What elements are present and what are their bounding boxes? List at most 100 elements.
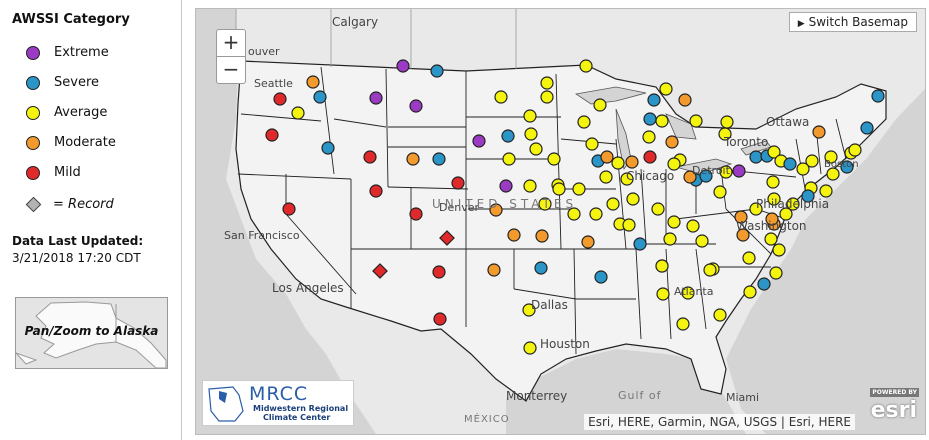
station-marker-average[interactable]	[494, 90, 508, 104]
station-marker-mild[interactable]	[409, 207, 423, 221]
station-marker-moderate[interactable]	[489, 203, 503, 217]
station-marker-severe[interactable]	[643, 112, 657, 126]
station-marker-severe[interactable]	[430, 64, 444, 78]
station-marker-moderate[interactable]	[306, 75, 320, 89]
station-marker-average[interactable]	[766, 175, 780, 189]
station-marker-mild[interactable]	[273, 92, 287, 106]
station-marker-average[interactable]	[713, 185, 727, 199]
station-marker-moderate[interactable]	[812, 125, 826, 139]
station-marker-average[interactable]	[720, 115, 734, 129]
station-marker-severe[interactable]	[757, 277, 771, 291]
station-marker-severe[interactable]	[783, 157, 797, 171]
station-marker-average[interactable]	[686, 219, 700, 233]
station-marker-moderate[interactable]	[765, 212, 779, 226]
station-marker-average[interactable]	[523, 109, 537, 123]
station-marker-mild[interactable]	[363, 150, 377, 164]
station-marker-average[interactable]	[599, 170, 613, 184]
station-marker-severe[interactable]	[860, 121, 874, 135]
map-view[interactable]: Calgary ouver Seattle Ottawa Toronto Bos…	[195, 8, 926, 435]
station-marker-severe[interactable]	[647, 93, 661, 107]
station-marker-severe[interactable]	[699, 169, 713, 183]
station-marker-moderate[interactable]	[734, 210, 748, 224]
mrcc-logo[interactable]: MRCC Midwestern Regional Climate Center	[202, 380, 354, 426]
station-marker-mild[interactable]	[451, 176, 465, 190]
station-marker-average[interactable]	[567, 207, 581, 221]
station-marker-average[interactable]	[676, 317, 690, 331]
zoom-in-button[interactable]: +	[216, 29, 246, 57]
station-marker-average[interactable]	[502, 152, 516, 166]
station-marker-average[interactable]	[540, 90, 554, 104]
station-marker-average[interactable]	[529, 142, 543, 156]
station-marker-average[interactable]	[848, 143, 862, 157]
station-marker-severe[interactable]	[321, 141, 335, 155]
station-marker-average[interactable]	[667, 157, 681, 171]
station-marker-severe[interactable]	[749, 150, 763, 164]
station-marker-severe[interactable]	[501, 129, 515, 143]
station-marker-average[interactable]	[589, 207, 603, 221]
station-marker-moderate[interactable]	[625, 155, 639, 169]
station-marker-average[interactable]	[547, 152, 561, 166]
station-marker-average[interactable]	[593, 98, 607, 112]
station-marker-average[interactable]	[749, 202, 763, 216]
station-marker-average[interactable]	[767, 145, 781, 159]
station-marker-average[interactable]	[695, 234, 709, 248]
station-marker-moderate[interactable]	[736, 228, 750, 242]
station-marker-mild[interactable]	[265, 128, 279, 142]
record-marker-mild[interactable]	[372, 263, 388, 279]
station-marker-average[interactable]	[796, 162, 810, 176]
station-marker-severe[interactable]	[633, 237, 647, 251]
station-marker-average[interactable]	[764, 232, 778, 246]
station-marker-average[interactable]	[826, 167, 840, 181]
station-marker-extreme[interactable]	[472, 134, 486, 148]
station-marker-extreme[interactable]	[732, 164, 746, 178]
station-marker-extreme[interactable]	[409, 99, 423, 113]
station-marker-moderate[interactable]	[683, 170, 697, 184]
station-marker-average[interactable]	[606, 197, 620, 211]
station-marker-extreme[interactable]	[396, 59, 410, 73]
station-marker-average[interactable]	[663, 232, 677, 246]
station-marker-average[interactable]	[786, 197, 800, 211]
station-marker-average[interactable]	[769, 266, 783, 280]
station-marker-average[interactable]	[291, 106, 305, 120]
station-marker-average[interactable]	[523, 341, 537, 355]
station-marker-average[interactable]	[656, 287, 670, 301]
station-marker-average[interactable]	[540, 76, 554, 90]
alaska-button[interactable]: Pan/Zoom to Alaska	[15, 297, 168, 369]
station-marker-mild[interactable]	[282, 202, 296, 216]
station-marker-severe[interactable]	[432, 152, 446, 166]
station-marker-average[interactable]	[620, 172, 634, 186]
station-marker-average[interactable]	[743, 285, 757, 299]
station-marker-severe[interactable]	[534, 261, 548, 275]
station-marker-mild[interactable]	[433, 312, 447, 326]
station-marker-severe[interactable]	[594, 270, 608, 284]
station-marker-moderate[interactable]	[581, 235, 595, 249]
station-marker-average[interactable]	[655, 259, 669, 273]
station-marker-average[interactable]	[611, 156, 625, 170]
station-marker-average[interactable]	[577, 115, 591, 129]
station-marker-moderate[interactable]	[507, 228, 521, 242]
station-marker-average[interactable]	[572, 182, 586, 196]
station-marker-average[interactable]	[824, 150, 838, 164]
station-marker-average[interactable]	[681, 286, 695, 300]
station-marker-average[interactable]	[579, 59, 593, 73]
station-marker-average[interactable]	[524, 127, 538, 141]
station-marker-average[interactable]	[713, 308, 727, 322]
station-marker-moderate[interactable]	[600, 150, 614, 164]
switch-basemap-button[interactable]: ▶ Switch Basemap	[788, 12, 917, 32]
station-marker-moderate[interactable]	[487, 263, 501, 277]
station-marker-average[interactable]	[719, 165, 733, 179]
station-marker-moderate[interactable]	[665, 135, 679, 149]
station-marker-extreme[interactable]	[499, 179, 513, 193]
station-marker-average[interactable]	[689, 114, 703, 128]
station-marker-severe[interactable]	[801, 189, 815, 203]
station-marker-average[interactable]	[819, 184, 833, 198]
station-marker-mild[interactable]	[643, 150, 657, 164]
station-marker-average[interactable]	[522, 303, 536, 317]
station-marker-moderate[interactable]	[406, 152, 420, 166]
station-marker-severe[interactable]	[313, 90, 327, 104]
station-marker-average[interactable]	[772, 243, 786, 257]
station-marker-average[interactable]	[742, 251, 756, 265]
station-marker-average[interactable]	[659, 82, 673, 96]
station-marker-average[interactable]	[703, 263, 717, 277]
station-marker-average[interactable]	[626, 192, 640, 206]
